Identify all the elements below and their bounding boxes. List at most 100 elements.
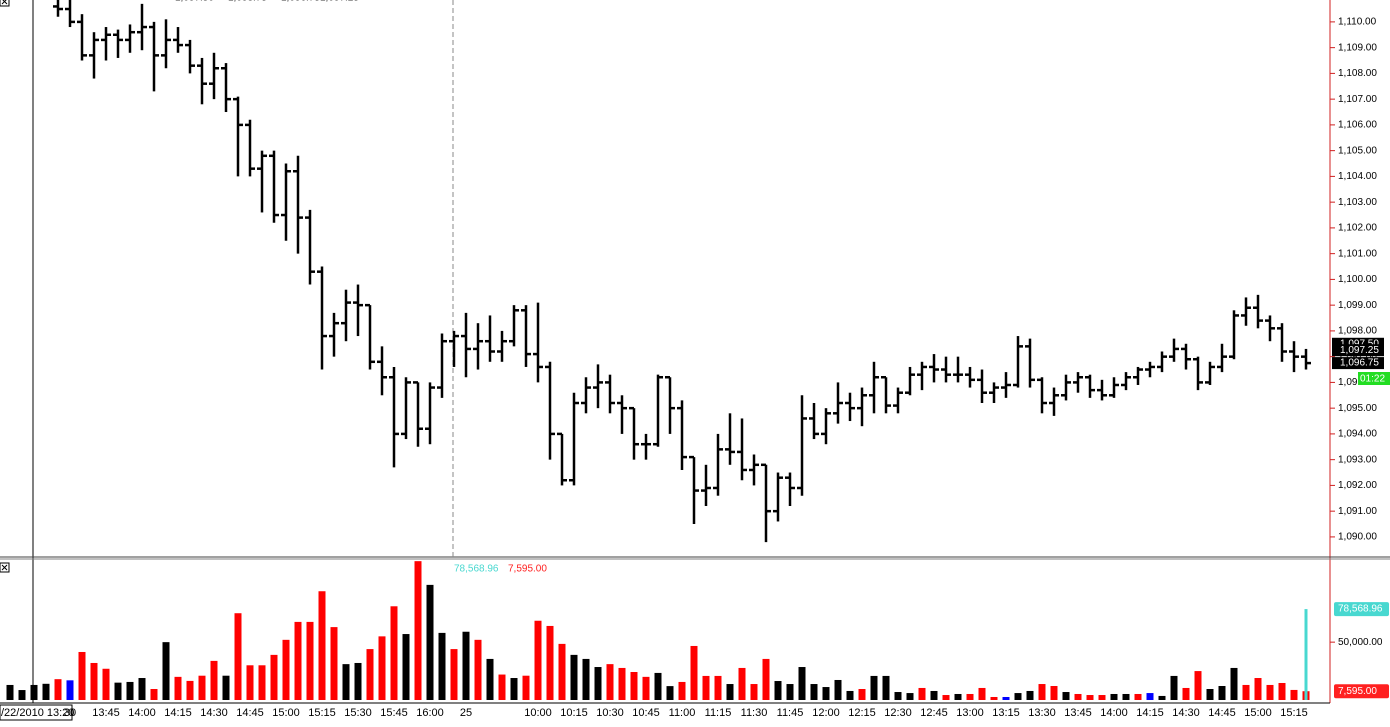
volume-bar xyxy=(1038,684,1046,700)
volume-bar xyxy=(1242,684,1250,700)
volume-bar xyxy=(894,692,902,700)
x-tick-label: 14:45 xyxy=(1208,707,1236,719)
volume-bar xyxy=(666,686,674,700)
volume-bar xyxy=(534,620,542,700)
volume-bar xyxy=(870,675,878,700)
quote-header: 1,096.75 xyxy=(281,0,320,4)
volume-bar xyxy=(90,662,98,700)
volume-bar xyxy=(1098,695,1106,700)
y-tick-label: 1,107.00 xyxy=(1338,94,1377,105)
volume-bar xyxy=(30,684,38,700)
volume-bar xyxy=(1218,686,1226,700)
volume-bar xyxy=(846,690,854,700)
y-tick-label: 1,110.00 xyxy=(1338,17,1377,28)
volume-bar xyxy=(1290,689,1298,700)
bar-timer: 01:22 xyxy=(1360,374,1385,385)
volume-bar xyxy=(654,672,662,700)
volume-bar xyxy=(1170,675,1178,700)
volume-bar xyxy=(210,660,218,700)
close-button[interactable] xyxy=(0,0,10,7)
volume-bar xyxy=(1086,695,1094,700)
x-tick-label: 14:00 xyxy=(128,707,156,719)
volume-bar xyxy=(474,639,482,700)
volume-average-label: 78,568.96 xyxy=(1338,604,1383,615)
volume-bar xyxy=(138,678,146,700)
x-tick-label: 13:45 xyxy=(1064,707,1092,719)
price-marker xyxy=(1332,344,1384,357)
volume-bar xyxy=(1134,693,1142,700)
volume-bar xyxy=(234,613,242,700)
x-tick-label: 15:00 xyxy=(1244,707,1272,719)
y-tick-label: 1,104.00 xyxy=(1338,171,1377,182)
quote-header: 1,097.50 xyxy=(175,0,214,4)
x-tick-label: 15:15 xyxy=(1280,707,1308,719)
volume-bar xyxy=(366,649,374,700)
volume-bar xyxy=(618,667,626,700)
x-tick-label: 12:45 xyxy=(920,707,948,719)
volume-bar xyxy=(978,687,986,700)
volume-bar xyxy=(918,687,926,700)
volume-bar xyxy=(162,642,170,700)
volume-average-header: 78,568.96 xyxy=(454,564,499,575)
volume-bar xyxy=(186,680,194,700)
volume-bar xyxy=(306,621,314,700)
volume-bar xyxy=(1206,689,1214,700)
volume-bar xyxy=(798,667,806,700)
quote-header: 1,097.25 xyxy=(320,0,359,4)
volume-bar xyxy=(498,674,506,700)
x-tick-label: 15:15 xyxy=(308,707,336,719)
y-tick-label: 1,109.00 xyxy=(1338,42,1377,53)
close-button[interactable] xyxy=(0,562,10,573)
volume-bar xyxy=(1014,693,1022,700)
volume-bar xyxy=(606,664,614,700)
volume-bar xyxy=(126,681,134,700)
volume-bar xyxy=(378,636,386,700)
volume-bar xyxy=(834,679,842,700)
x-tick-label: 14:45 xyxy=(236,707,264,719)
volume-bar xyxy=(726,684,734,700)
x-tick-label: 12:00 xyxy=(812,707,840,719)
date-box xyxy=(0,704,73,721)
volume-bar xyxy=(174,676,182,700)
volume-bar xyxy=(198,675,206,700)
x-tick-label: 13:45 xyxy=(92,707,120,719)
y-tick-label: 1,101.00 xyxy=(1338,248,1377,259)
volume-bar xyxy=(558,643,566,700)
volume-bar xyxy=(282,639,290,700)
volume-bar xyxy=(1110,693,1118,700)
volume-bar xyxy=(462,631,470,700)
volume-average xyxy=(1304,609,1308,700)
x-tick-label: 11:15 xyxy=(705,707,732,719)
y-tick-label: 1,092.00 xyxy=(1338,480,1377,491)
y-tick-label: 1,090.00 xyxy=(1338,532,1377,543)
x-tick-label: 14:00 xyxy=(1100,707,1128,719)
price-plot xyxy=(53,0,1311,543)
volume-last-badge xyxy=(1334,684,1389,699)
volume-bar xyxy=(774,681,782,700)
price-marker xyxy=(1332,357,1384,370)
x-tick-label: 11:30 xyxy=(741,707,768,719)
volume-bar xyxy=(1194,671,1202,700)
volume-bar xyxy=(1230,667,1238,700)
volume-bar xyxy=(1146,693,1154,700)
volume-bar xyxy=(42,683,50,700)
volume-bar xyxy=(150,689,158,700)
volume-bar xyxy=(246,665,254,700)
price-marker-label: 1,097.50 xyxy=(1340,338,1379,349)
volume-bar xyxy=(954,693,962,700)
volume-bar xyxy=(354,662,362,700)
volume-bar xyxy=(330,627,338,700)
x-tick-label: 14:30 xyxy=(1172,707,1200,719)
volume-bar xyxy=(1002,696,1010,700)
volume-bar xyxy=(426,584,434,700)
timer-box xyxy=(1358,372,1390,385)
volume-bar xyxy=(438,632,446,700)
volume-bar xyxy=(702,675,710,700)
x-tick-label: 16:00 xyxy=(416,707,444,719)
x-tick-label: 14:15 xyxy=(164,707,192,719)
volume-plot xyxy=(6,561,1310,700)
volume-bar xyxy=(930,690,938,700)
volume-bar xyxy=(414,561,422,700)
